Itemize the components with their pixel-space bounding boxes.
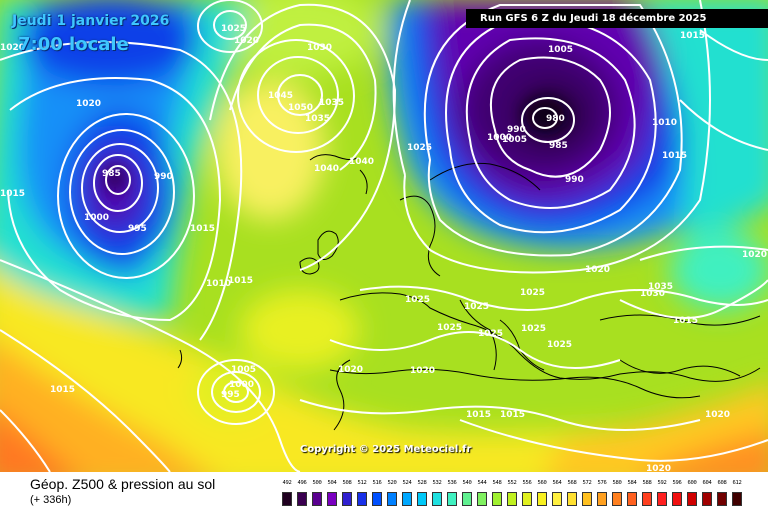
- legend-swatch: [627, 492, 637, 506]
- legend-tick-label: 584: [627, 480, 637, 486]
- legend-tick-label: 556: [522, 480, 532, 486]
- legend-tick-label: 520: [387, 480, 397, 486]
- legend-swatch: [672, 492, 682, 506]
- legend-tick-label: 564: [552, 480, 562, 486]
- legend-swatch: [717, 492, 727, 506]
- legend-swatch: [477, 492, 487, 506]
- legend-swatch: [297, 492, 307, 506]
- legend-swatch: [537, 492, 547, 506]
- legend-tick-label: 524: [402, 480, 412, 486]
- legend-tick-label: 540: [462, 480, 472, 486]
- legend-tick-label: 536: [447, 480, 457, 486]
- legend-swatch: [387, 492, 397, 506]
- legend-tick-label: 516: [372, 480, 382, 486]
- legend-swatch: [702, 492, 712, 506]
- forecast-time: 7:00 locale: [18, 34, 129, 55]
- legend-swatch: [732, 492, 742, 506]
- legend-swatch: [432, 492, 442, 506]
- legend-swatch: [492, 492, 502, 506]
- legend-swatch: [417, 492, 427, 506]
- legend-tick-label: 552: [507, 480, 517, 486]
- legend-swatch: [462, 492, 472, 506]
- legend-swatch: [327, 492, 337, 506]
- legend-swatch: [657, 492, 667, 506]
- footer-bar: [0, 472, 768, 512]
- legend-tick-label: 496: [297, 480, 307, 486]
- legend-tick-label: 596: [672, 480, 682, 486]
- legend-swatch: [687, 492, 697, 506]
- forecast-date: Jeudi 1 janvier 2026: [12, 13, 170, 29]
- legend-tick-label: 588: [642, 480, 652, 486]
- legend-swatch: [567, 492, 577, 506]
- legend-tick-label: 532: [432, 480, 442, 486]
- legend-swatch: [522, 492, 532, 506]
- legend-tick-label: 580: [612, 480, 622, 486]
- z500-color-field: [0, 0, 768, 472]
- legend-tick-label: 600: [687, 480, 697, 486]
- legend-swatch: [552, 492, 562, 506]
- forecast-step: (+ 336h): [30, 494, 72, 506]
- legend-swatch: [357, 492, 367, 506]
- copyright-notice: Copyright © 2025 Meteociel.fr: [300, 444, 472, 455]
- legend-swatch: [372, 492, 382, 506]
- field-title: Géop. Z500 & pression au sol: [30, 476, 216, 492]
- legend-tick-label: 492: [282, 480, 292, 486]
- isobars: [0, 0, 768, 472]
- legend-tick-label: 560: [537, 480, 547, 486]
- legend-tick-label: 572: [582, 480, 592, 486]
- legend-tick-label: 528: [417, 480, 427, 486]
- legend-swatch: [642, 492, 652, 506]
- legend-swatch: [612, 492, 622, 506]
- legend-swatch: [312, 492, 322, 506]
- legend-tick-label: 592: [657, 480, 667, 486]
- legend-swatch: [597, 492, 607, 506]
- legend-tick-label: 544: [477, 480, 487, 486]
- legend-tick-label: 604: [702, 480, 712, 486]
- color-scale-legend: 492 496 500 504 508 512 516 520 524 528 532 536 540 5…: [282, 478, 752, 508]
- legend-tick-label: 576: [597, 480, 607, 486]
- legend-tick-label: 612: [732, 480, 742, 486]
- legend-swatch: [282, 492, 292, 506]
- legend-swatch: [447, 492, 457, 506]
- legend-tick-label: 548: [492, 480, 502, 486]
- model-run-banner: Run GFS 6 Z du Jeudi 18 décembre 2025: [466, 9, 768, 28]
- geopotential-pressure-map: [0, 0, 768, 472]
- legend-tick-label: 508: [342, 480, 352, 486]
- legend-swatch: [582, 492, 592, 506]
- coastlines: [177, 154, 761, 431]
- legend-tick-label: 512: [357, 480, 367, 486]
- legend-tick-label: 504: [327, 480, 337, 486]
- legend-tick-label: 568: [567, 480, 577, 486]
- legend-swatch: [342, 492, 352, 506]
- legend-tick-label: 608: [717, 480, 727, 486]
- legend-swatch: [402, 492, 412, 506]
- legend-tick-label: 500: [312, 480, 322, 486]
- legend-swatch: [507, 492, 517, 506]
